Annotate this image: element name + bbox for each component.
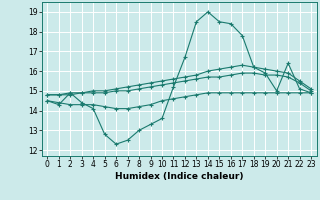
X-axis label: Humidex (Indice chaleur): Humidex (Indice chaleur) bbox=[115, 172, 244, 181]
